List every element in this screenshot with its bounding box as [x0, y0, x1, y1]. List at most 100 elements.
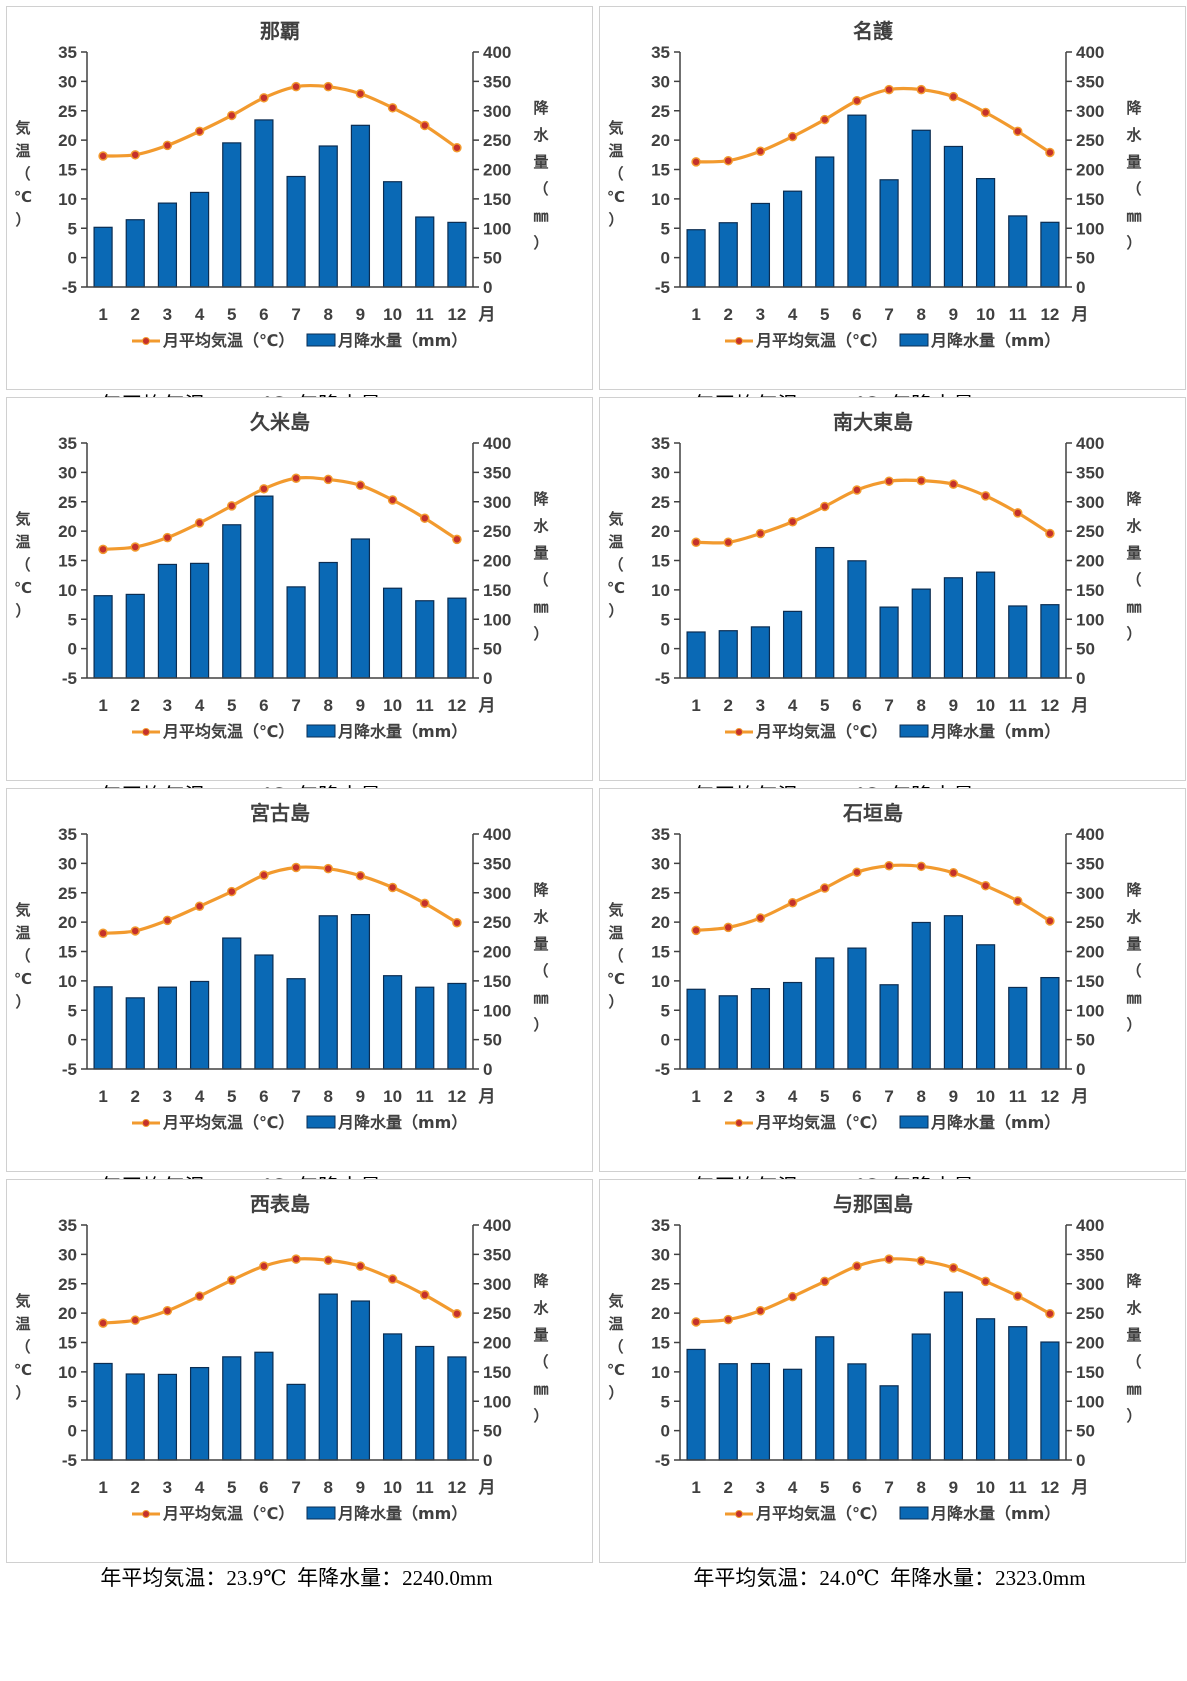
month-label: 12	[447, 696, 466, 715]
left-tick-label: 0	[661, 640, 670, 659]
right-axis-label-char: ㎜	[533, 989, 548, 1007]
precip-bar-month-1	[686, 229, 706, 288]
legend-precip-label: 月降水量（mm）	[930, 1504, 1060, 1523]
precip-bar-month-5	[815, 546, 835, 679]
temperature-point-month-2	[130, 1315, 140, 1325]
left-tick-label: 5	[661, 219, 670, 238]
annual-precip-label: 年降水量：	[286, 1566, 403, 1590]
left-tick-label: 15	[58, 161, 77, 180]
temperature-point-month-3	[162, 140, 173, 151]
right-axis-label-char: （	[1126, 180, 1141, 198]
precip-bar-month-5	[222, 524, 242, 679]
left-axis-label-char: ）	[608, 993, 623, 1011]
month-label: 1	[691, 305, 700, 324]
temperature-point-month-10	[980, 880, 991, 891]
left-axis-label-char: ℃	[607, 579, 625, 597]
right-tick-label: 150	[1076, 972, 1104, 991]
legend-marker-swatch	[142, 728, 150, 736]
left-axis-label-char: （	[608, 556, 623, 574]
right-axis-label-char: 量	[1126, 153, 1141, 171]
month-label: 6	[259, 305, 268, 324]
temperature-point-month-7	[884, 84, 894, 95]
left-tick-label: 30	[58, 463, 77, 482]
right-axis-label-char: 水	[533, 1299, 549, 1317]
chart-title: 宮古島	[250, 801, 310, 825]
precip-bar-month-8	[911, 921, 931, 1070]
precip-bar-month-5	[815, 156, 835, 288]
right-tick-label: 250	[483, 913, 511, 932]
legend-marker-swatch	[735, 728, 743, 736]
month-unit-label: 月	[1071, 305, 1089, 324]
precip-bar-month-10	[975, 178, 996, 288]
chart-panel: 那覇 -5 0 5 10 15 20 25 30 35 0 50 100 150 200 250 300 350 4…	[6, 6, 593, 390]
month-label: 2	[724, 1087, 733, 1106]
right-tick-label: 50	[1076, 249, 1095, 268]
month-label: 2	[724, 696, 733, 715]
month-label: 11	[1009, 1087, 1027, 1106]
month-label: 4	[195, 696, 205, 715]
right-tick-label: 50	[1076, 640, 1095, 659]
left-tick-label: 20	[651, 1304, 670, 1323]
right-tick-label: 250	[1076, 522, 1104, 541]
temperature-point-month-10	[387, 495, 398, 505]
right-axis-label-char: 降	[533, 490, 549, 508]
right-axis-label-char: （	[533, 180, 548, 198]
precip-bar-month-4	[782, 190, 803, 288]
left-tick-label: 35	[651, 43, 670, 62]
left-tick-label: 35	[58, 1216, 77, 1235]
temperature-point-month-5	[227, 110, 237, 121]
left-tick-label: 20	[58, 913, 77, 932]
temperature-point-month-6	[259, 484, 269, 494]
left-tick-label: 30	[58, 72, 77, 91]
precip-bar-month-4	[782, 1368, 803, 1461]
precip-bar-month-1	[93, 595, 113, 679]
temperature-point-month-3	[755, 528, 766, 539]
left-tick-label: 5	[68, 219, 77, 238]
left-axis-label-char: 温	[608, 533, 623, 551]
month-label: 5	[820, 1087, 829, 1106]
month-label: 12	[447, 1478, 466, 1497]
chart-svg: 石垣島-505101520253035050100150200250300350…	[607, 801, 1143, 1132]
precip-bar-month-10	[975, 1318, 996, 1461]
right-tick-label: 150	[1076, 581, 1104, 600]
right-axis-label-char: 降	[1126, 490, 1142, 508]
right-tick-label: 0	[1076, 1451, 1085, 1470]
temperature-point-month-7	[291, 1254, 301, 1264]
left-axis-label-char: ）	[15, 1384, 30, 1402]
right-axis-label-char: ）	[1126, 625, 1141, 643]
right-axis-label-char: 量	[1126, 935, 1141, 953]
left-tick-label: 10	[58, 190, 77, 209]
month-label: 3	[163, 696, 172, 715]
legend-precip-label: 月降水量（mm）	[930, 331, 1060, 350]
month-label: 8	[324, 1478, 333, 1497]
left-tick-label: -5	[62, 669, 77, 688]
right-tick-label: 50	[483, 1422, 502, 1441]
annual-temp-label: 年平均気温：	[100, 1566, 227, 1590]
right-axis-label-char: ㎜	[1126, 598, 1141, 616]
month-label: 5	[820, 305, 829, 324]
left-tick-label: 15	[58, 1334, 77, 1353]
temperature-point-month-1	[691, 537, 701, 548]
right-tick-label: 300	[483, 1275, 511, 1294]
right-tick-label: 100	[1076, 1392, 1104, 1411]
climate-chart-6: 石垣島 -5 0 5 10 15 20 25 30 35 0 50 100 150 200 250 300 350…	[593, 782, 1186, 1202]
month-label: 5	[820, 696, 829, 715]
month-unit-label: 月	[1071, 696, 1089, 715]
precip-bar-month-11	[415, 600, 435, 679]
precip-bar-month-5	[815, 1336, 835, 1461]
left-axis-label-char: 温	[15, 142, 30, 160]
temperature-point-month-8	[323, 1255, 333, 1265]
right-tick-label: 0	[483, 278, 492, 297]
right-tick-label: 250	[1076, 913, 1104, 932]
left-axis-label-char: ）	[608, 602, 623, 620]
temperature-point-month-10	[980, 1276, 991, 1287]
precip-bar-month-3	[157, 202, 178, 288]
legend-precip-label: 月降水量（mm）	[337, 1504, 467, 1523]
month-label: 1	[691, 696, 700, 715]
right-tick-label: 0	[483, 669, 492, 688]
temperature-point-month-11	[420, 1290, 430, 1300]
left-tick-label: 10	[651, 581, 670, 600]
month-label: 6	[259, 696, 268, 715]
right-axis-label-char: 量	[1126, 1326, 1141, 1344]
right-tick-label: 100	[1076, 219, 1104, 238]
